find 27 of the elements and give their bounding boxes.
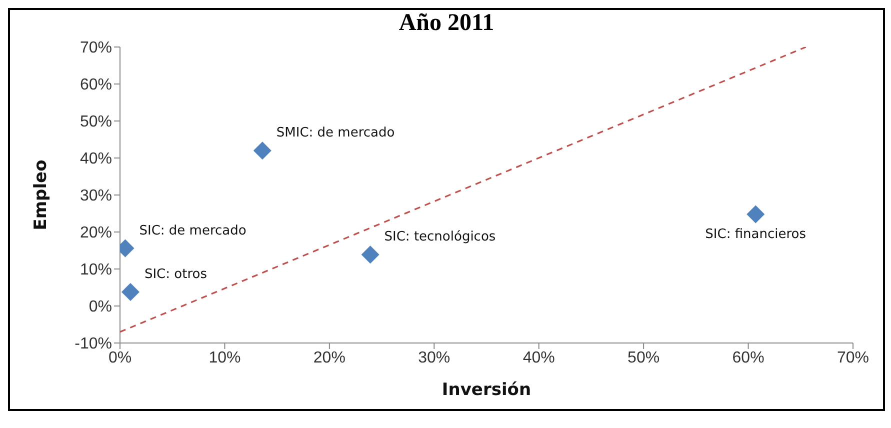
y-axis-title: Empleo	[31, 160, 52, 230]
y-tick-label: 30%	[80, 188, 112, 205]
y-tick-label: 50%	[80, 114, 112, 131]
annotation: SIC: de mercado	[139, 223, 246, 238]
y-tick-label: 60%	[80, 76, 112, 94]
x-tick-label: 30%	[418, 349, 450, 366]
point	[253, 142, 272, 160]
y-tick-label: 40%	[80, 150, 112, 168]
chart-title: Año 2011	[398, 10, 496, 37]
point	[361, 246, 380, 264]
point	[746, 205, 765, 224]
annotation: SMIC: de mercado	[276, 126, 395, 141]
annotation: SIC: financieros	[705, 227, 806, 242]
x-tick-label: 50%	[628, 349, 660, 366]
y-tick-label: 10%	[80, 262, 112, 279]
x-tick-label: 20%	[313, 349, 346, 366]
x-tick-label: 10%	[208, 349, 241, 366]
y-tick-label: 20%	[80, 224, 112, 242]
point	[121, 282, 140, 301]
x-tick-label: 40%	[522, 349, 555, 366]
x-tick-label: 60%	[732, 349, 764, 366]
x-axis-title: Inversión	[442, 380, 532, 400]
x-tick-label: 70%	[836, 349, 870, 366]
y-tick-label: 70%	[80, 40, 112, 57]
y-tick-label: 0%	[88, 298, 112, 316]
annotation: SIC: otros	[144, 266, 208, 282]
annotation: SIC: tecnológicos	[384, 230, 496, 245]
